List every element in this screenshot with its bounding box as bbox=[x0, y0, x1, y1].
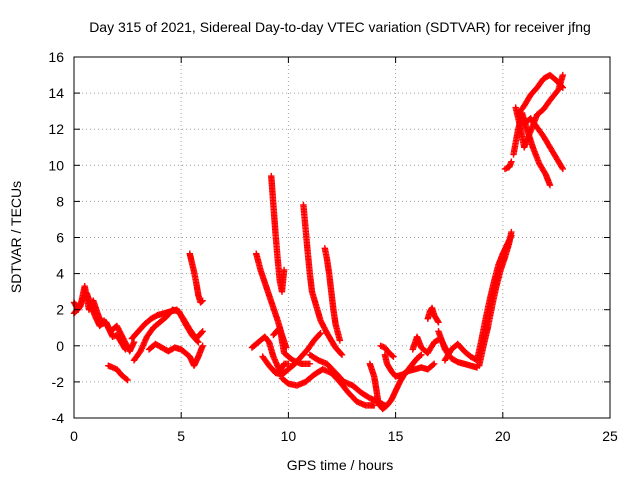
y-tick-label: 10 bbox=[48, 157, 64, 173]
data-point bbox=[390, 353, 397, 360]
data-point bbox=[508, 158, 515, 165]
series-arc-19 bbox=[377, 342, 397, 360]
series-arc-26 bbox=[501, 158, 515, 173]
series-arc-18 bbox=[381, 351, 438, 380]
y-tick-label: 12 bbox=[48, 121, 64, 137]
data-point bbox=[389, 352, 396, 359]
data-point bbox=[306, 360, 314, 368]
data-point bbox=[285, 360, 292, 368]
data-point bbox=[198, 298, 205, 305]
x-tick-label: 15 bbox=[388, 428, 404, 444]
y-tick-label: -4 bbox=[52, 410, 65, 426]
x-axis-label: GPS time / hours bbox=[287, 457, 394, 473]
data-point bbox=[199, 342, 206, 349]
series-arc-5 bbox=[130, 306, 202, 364]
y-tick-label: 16 bbox=[48, 49, 64, 65]
y-tick-label: 4 bbox=[56, 266, 64, 282]
data-point bbox=[199, 328, 206, 335]
y-axis-label: SDTVAR / TECUs bbox=[8, 181, 24, 293]
series-arc-3 bbox=[105, 362, 131, 384]
axis-ticks: 0 5 10 15 20 25 -4 -2 0 2 4 6 8 10 12 14 16 bbox=[48, 49, 618, 444]
series-arc-30 bbox=[521, 115, 567, 173]
data-point bbox=[336, 337, 344, 344]
y-tick-label: 8 bbox=[56, 193, 64, 209]
series-arc-15 bbox=[278, 366, 378, 409]
data-point bbox=[429, 361, 437, 368]
x-tick-label: 25 bbox=[602, 428, 618, 444]
series-arc-21 bbox=[424, 304, 442, 326]
data-point bbox=[558, 164, 566, 171]
data-point bbox=[130, 338, 138, 346]
data-point bbox=[546, 181, 554, 189]
grid bbox=[74, 57, 610, 418]
series-arc-25 bbox=[476, 228, 515, 369]
series-arc-13 bbox=[300, 201, 346, 359]
y-tick-label: 6 bbox=[56, 230, 64, 246]
data-point bbox=[417, 352, 424, 359]
data-point bbox=[435, 319, 442, 326]
series-arc-2 bbox=[70, 283, 138, 355]
series-arc-12 bbox=[270, 324, 314, 368]
series-arc-11 bbox=[259, 329, 324, 378]
data-point bbox=[316, 330, 323, 338]
series-arc-17 bbox=[366, 351, 425, 413]
chart-title: Day 315 of 2021, Sidereal Day-to-day VTE… bbox=[89, 19, 591, 35]
x-tick-label: 5 bbox=[177, 428, 185, 444]
data-point bbox=[198, 329, 205, 336]
data-point bbox=[280, 266, 288, 274]
y-tick-label: 0 bbox=[56, 338, 64, 354]
data-point bbox=[430, 360, 438, 368]
series-arc-10 bbox=[268, 172, 288, 295]
data-point bbox=[338, 351, 346, 359]
y-tick-label: 2 bbox=[56, 302, 64, 318]
data-point bbox=[559, 71, 567, 79]
series-arc-22 bbox=[435, 328, 481, 371]
data-point bbox=[418, 351, 425, 359]
data-point bbox=[194, 337, 201, 345]
series-arc-14 bbox=[321, 245, 344, 344]
y-tick-label: -2 bbox=[52, 374, 65, 390]
series-arc-23 bbox=[441, 340, 481, 364]
x-tick-label: 20 bbox=[495, 428, 511, 444]
x-tick-label: 10 bbox=[281, 428, 297, 444]
y-tick-label: 14 bbox=[48, 85, 64, 101]
data-point bbox=[434, 317, 441, 325]
data-point bbox=[317, 329, 324, 337]
data-point bbox=[559, 165, 567, 173]
series-arc-8 bbox=[248, 333, 292, 375]
data-point bbox=[337, 350, 345, 357]
data-point bbox=[370, 402, 378, 409]
data-point bbox=[199, 297, 206, 304]
series-arc-6 bbox=[145, 340, 206, 369]
data-point bbox=[195, 338, 202, 346]
data-point bbox=[508, 228, 515, 236]
data-point bbox=[123, 375, 130, 383]
data-series bbox=[70, 71, 567, 413]
x-tick-label: 0 bbox=[70, 428, 78, 444]
data-point bbox=[124, 376, 131, 384]
series-arc-7 bbox=[186, 250, 206, 306]
